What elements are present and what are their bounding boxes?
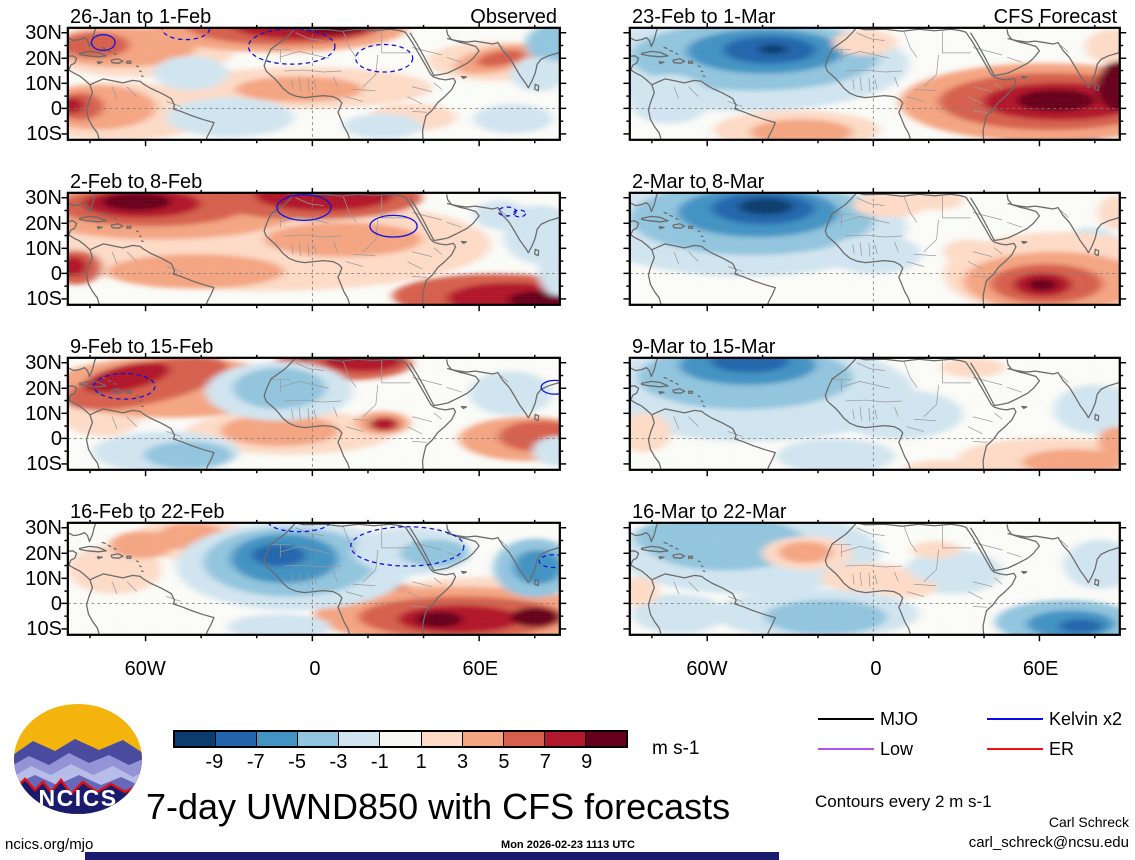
panel-date-title: 16-Feb to 22-Feb	[70, 501, 225, 523]
legend-line-mjo	[818, 718, 874, 720]
contour-note: Contours every 2 m s-1	[815, 792, 992, 811]
legend-line-er	[987, 748, 1043, 750]
legend-line-kelvin-x2	[987, 718, 1043, 720]
lat-label-10n: 10N	[25, 567, 62, 590]
colorbar-tick: 5	[498, 751, 510, 773]
lat-label-10n: 10N	[25, 237, 62, 260]
colorbar-segment	[461, 732, 503, 746]
lon-label-60w: 60W	[124, 658, 166, 680]
map-canvas	[623, 518, 1127, 642]
lat-label-30n: 30N	[25, 516, 62, 539]
lat-label-10s: 10S	[26, 453, 62, 476]
colorbar-segment	[502, 732, 544, 746]
credit-email: carl_schreck@ncsu.edu	[968, 834, 1129, 851]
panel-date-title: 2-Mar to 8-Mar	[632, 171, 765, 193]
legend-label-er: ER	[1049, 739, 1075, 759]
colorbar-segment	[297, 732, 339, 746]
map-panel-26-jan-to-1-feb	[61, 23, 567, 147]
logo-text: NCICS	[38, 785, 117, 811]
colorbar-units: m s-1	[652, 738, 700, 759]
lat-label-30n: 30N	[25, 21, 62, 44]
legend-label-kelvin-x2: Kelvin x2	[1049, 709, 1123, 729]
lat-label-30n: 30N	[25, 186, 62, 209]
colorbar-segment	[256, 732, 298, 746]
colorbar-segment	[543, 732, 585, 746]
lat-label-30n: 30N	[25, 351, 62, 374]
colorbar-segment	[338, 732, 380, 746]
map-panel-9-feb-to-15-feb	[61, 353, 567, 477]
lon-label-0: 0	[309, 658, 321, 680]
map-canvas	[61, 23, 567, 147]
panel-corner-label: CFS Forecast	[993, 6, 1117, 28]
map-canvas	[61, 518, 567, 642]
colorbar-tick: -9	[205, 751, 224, 773]
map-canvas	[623, 353, 1127, 477]
colorbar-tick: -7	[246, 751, 265, 773]
legend-label-low: Low	[880, 739, 914, 759]
lat-label-0: 0	[50, 427, 62, 450]
lon-label-0: 0	[870, 658, 882, 680]
panel-corner-label: Observed	[470, 6, 557, 28]
map-panel-16-feb-to-22-feb	[61, 518, 567, 642]
timestamp: Mon 2026-02-23 1113 UTC	[501, 839, 635, 851]
map-panel-23-feb-to-1-mar	[623, 23, 1127, 147]
legend-label-mjo: MJO	[880, 709, 918, 729]
legend-line-low	[818, 748, 874, 750]
bottom-bar	[85, 852, 779, 860]
panel-date-title: 2-Feb to 8-Feb	[70, 171, 203, 193]
lat-label-0: 0	[50, 592, 62, 615]
panel-date-title: 9-Mar to 15-Mar	[632, 336, 776, 358]
colorbar-segment	[215, 732, 257, 746]
lon-label-60w: 60W	[686, 658, 728, 680]
colorbar-segment	[379, 732, 421, 746]
colorbar-segment	[175, 732, 216, 746]
colorbar-tick: 1	[415, 751, 427, 773]
lat-label-20n: 20N	[25, 377, 62, 400]
logo-ridge	[14, 777, 142, 814]
ncics-logo: NCICS	[14, 704, 142, 814]
panel-date-title: 26-Jan to 1-Feb	[70, 6, 212, 28]
lat-label-20n: 20N	[25, 212, 62, 235]
map-canvas	[623, 23, 1127, 147]
colorbar-tick: 7	[539, 751, 551, 773]
colorbar-segment	[420, 732, 462, 746]
lat-label-0: 0	[50, 262, 62, 285]
map-canvas	[61, 188, 567, 312]
colorbar-segment	[584, 732, 627, 746]
colorbar-tick: -3	[329, 751, 348, 773]
lon-label-60e: 60E	[462, 658, 499, 680]
map-panel-9-mar-to-15-mar	[623, 353, 1127, 477]
panel-date-title: 23-Feb to 1-Mar	[632, 6, 776, 28]
map-canvas	[61, 353, 567, 477]
lat-label-10s: 10S	[26, 288, 62, 311]
panel-date-title: 16-Mar to 22-Mar	[632, 501, 787, 523]
colorbar	[173, 730, 628, 748]
panel-date-title: 9-Feb to 15-Feb	[70, 336, 214, 358]
lat-label-20n: 20N	[25, 47, 62, 70]
lon-label-60e: 60E	[1022, 658, 1059, 680]
map-panel-2-mar-to-8-mar	[623, 188, 1127, 312]
lat-label-0: 0	[50, 97, 62, 120]
colorbar-tick: 3	[456, 751, 469, 773]
map-panel-2-feb-to-8-feb	[61, 188, 567, 312]
lat-label-20n: 20N	[25, 542, 62, 565]
figure-title: 7-day UWND850 with CFS forecasts	[146, 786, 731, 827]
site-url: ncics.org/mjo	[5, 836, 94, 853]
lat-label-10n: 10N	[25, 402, 62, 425]
lat-label-10n: 10N	[25, 72, 62, 95]
map-panel-16-mar-to-22-mar	[623, 518, 1127, 642]
map-canvas	[623, 188, 1127, 312]
colorbar-tick: 9	[581, 751, 593, 773]
colorbar-tick: -1	[370, 751, 389, 773]
lat-label-10s: 10S	[26, 618, 62, 641]
credit-name: Carl Schreck	[1048, 814, 1129, 830]
colorbar-tick: -5	[288, 751, 306, 773]
lat-label-10s: 10S	[26, 123, 62, 146]
